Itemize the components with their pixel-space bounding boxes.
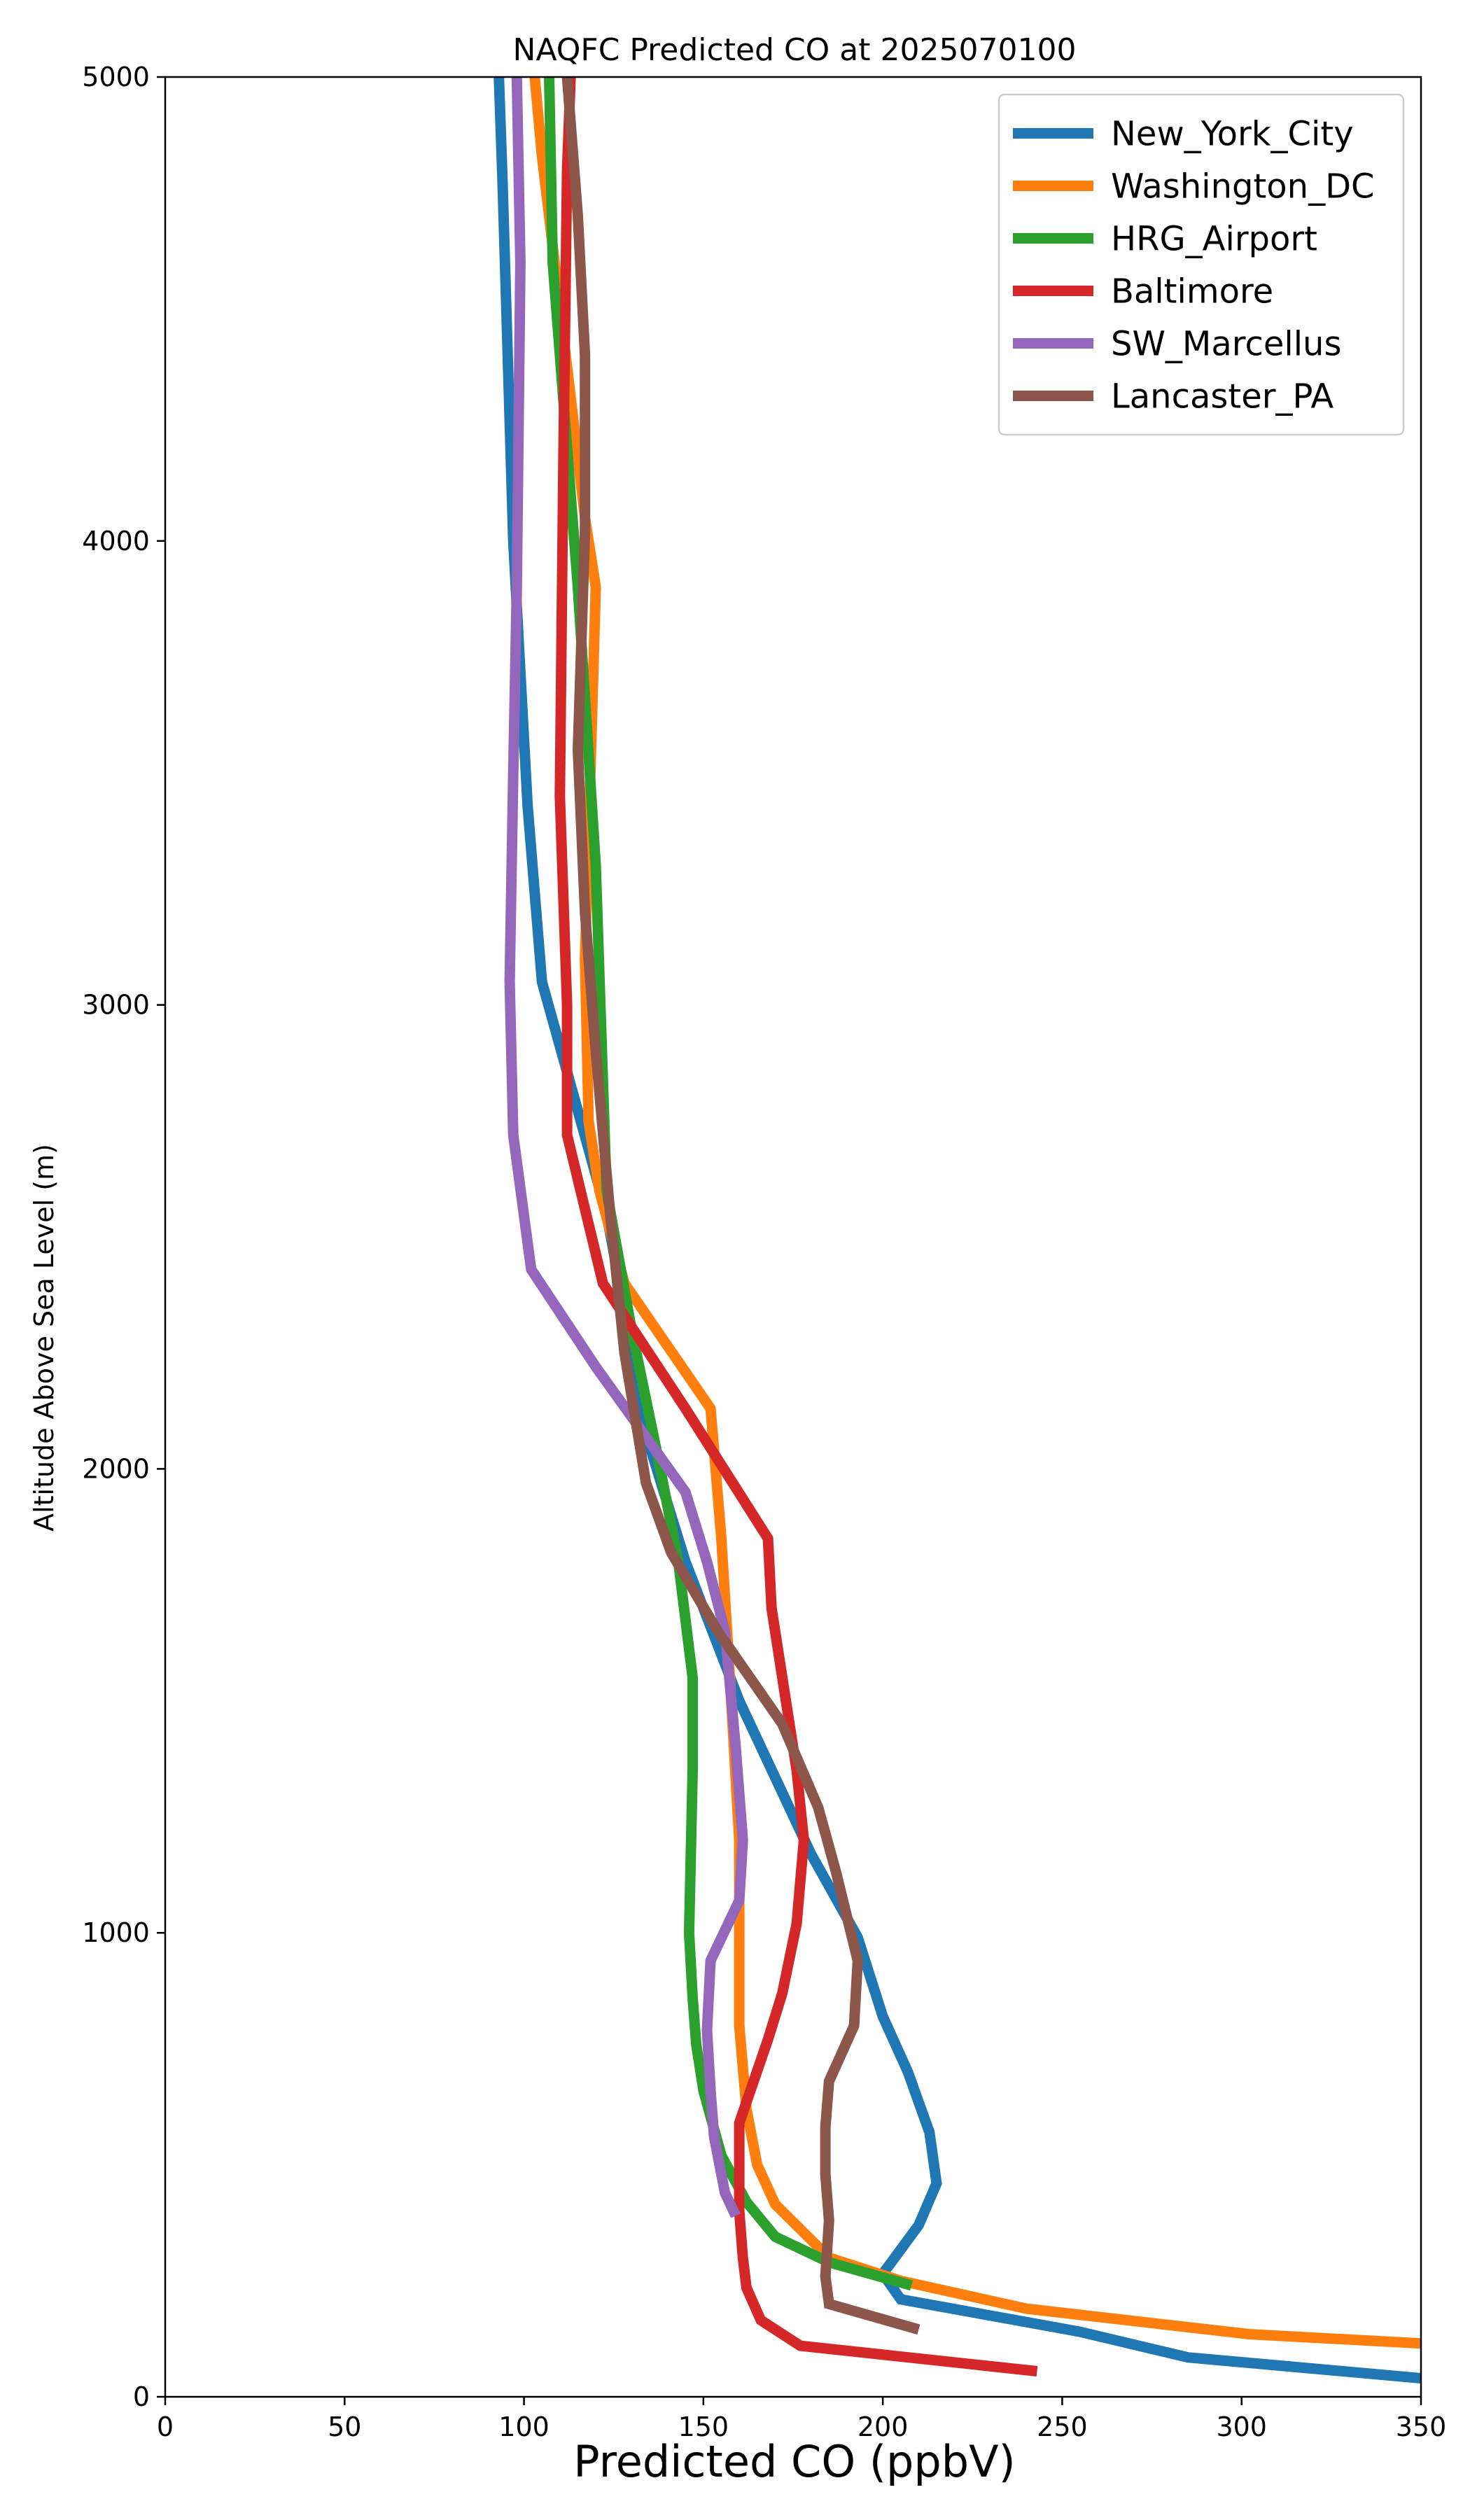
x-tick-label: 150 (678, 2412, 729, 2442)
legend-box (997, 93, 1405, 436)
x-tick-label: 0 (157, 2412, 174, 2442)
x-tick-label: 200 (858, 2412, 909, 2442)
legend: New_York_City Washington_DC HRG_Airport Bal… (997, 93, 1405, 436)
y-tick-label: 4000 (82, 526, 150, 556)
legend-label: Lancaster_PA (1111, 377, 1334, 416)
x-tick-label: 50 (328, 2412, 361, 2442)
y-tick-label: 3000 (82, 990, 150, 1021)
y-tick-label: 0 (133, 2381, 150, 2412)
y-tick-label: 5000 (82, 62, 150, 92)
x-tick-label: 300 (1216, 2412, 1267, 2442)
x-tick-label: 250 (1037, 2412, 1088, 2442)
axis-ticks: 0 50 100 150 200 250 300 350 0 1000 2000 3000 4000 50… (82, 62, 1446, 2442)
y-tick-label: 1000 (82, 1917, 150, 1948)
chart-title: NAQFC Predicted CO at 2025070100 (513, 32, 1077, 68)
series-line-New_York_City (493, 77, 1421, 2384)
x-tick-label: 350 (1396, 2412, 1447, 2442)
legend-label: Baltimore (1111, 272, 1273, 312)
series-lines (493, 77, 1421, 2384)
series-line-SW_Marcellus (504, 77, 748, 2218)
series-line-Lancaster_PA (561, 77, 920, 2335)
legend-label: New_York_City (1111, 115, 1354, 154)
legend-label: SW_Marcellus (1111, 325, 1341, 364)
legend-label: HRG_Airport (1111, 220, 1317, 259)
legend-label: Washington_DC (1111, 167, 1375, 206)
x-axis-label: Predicted CO (ppbV) (573, 2436, 1015, 2487)
series-line-Baltimore (554, 77, 1038, 2376)
x-tick-label: 100 (498, 2412, 550, 2442)
y-axis-label: Altitude Above Sea Level (m) (29, 1144, 59, 1532)
plot-frame (164, 76, 1422, 2398)
y-tick-label: 2000 (82, 1453, 150, 1484)
